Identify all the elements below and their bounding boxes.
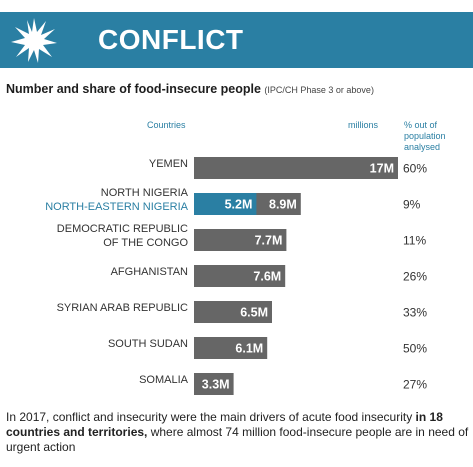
banner-title: CONFLICT — [98, 24, 244, 55]
chart-subtitle: Number and share of food-insecure people… — [6, 82, 374, 96]
pct-label: 26% — [403, 270, 427, 284]
pct-label: 9% — [403, 198, 421, 212]
bar — [194, 229, 287, 251]
pct-label: 60% — [403, 162, 427, 176]
category-label: YEMEN — [149, 158, 188, 170]
category-label: SOUTH SUDAN — [108, 338, 188, 350]
footer-text: In 2017, conflict and insecurity were th… — [6, 410, 470, 455]
bar-highlight — [194, 193, 257, 215]
bar — [194, 373, 234, 395]
bar-value-label: 3.3M — [202, 378, 230, 392]
category-label: DEMOCRATIC REPUBLIC — [57, 223, 188, 235]
bar — [194, 265, 286, 287]
bar-value-label: 6.1M — [235, 342, 263, 356]
column-header-countries: Countries — [147, 120, 186, 130]
column-header-pct: % out of population analysed — [404, 120, 446, 152]
bar-value-label: 17M — [370, 162, 394, 176]
pct-label: 11% — [403, 234, 426, 248]
category-label: NORTH NIGERIA — [101, 187, 189, 199]
category-label: NORTH-EASTERN NIGERIA — [45, 201, 188, 213]
category-label: SOMALIA — [139, 374, 189, 386]
pct-label: 50% — [403, 342, 427, 356]
bar-value-label: 7.7M — [255, 234, 283, 248]
footer-part2: where almost 74 million food-insecure pe… — [6, 425, 469, 454]
pct-label: 27% — [403, 378, 427, 392]
bar-value-label: 7.6M — [253, 270, 281, 284]
bar — [194, 337, 268, 359]
category-label: OF THE CONGO — [103, 237, 188, 249]
footer-part1: In 2017, conflict and insecurity were th… — [6, 410, 416, 424]
bar — [194, 157, 398, 179]
pct-label: 33% — [403, 306, 427, 320]
subtitle-main: Number and share of food-insecure people — [6, 82, 261, 96]
banner: CONFLICT — [0, 12, 473, 68]
bar-highlight-value-label: 5.2M — [225, 198, 253, 212]
bar-value-label: 6.5M — [240, 306, 268, 320]
bar — [194, 301, 272, 323]
footer-bold: in 18 countries and territories, — [6, 410, 443, 439]
category-label: SYRIAN ARAB REPUBLIC — [57, 302, 188, 314]
subtitle-note: (IPC/CH Phase 3 or above) — [264, 85, 374, 95]
column-header-millions: millions — [348, 120, 379, 130]
burst-icon — [11, 18, 57, 63]
category-label: AFGHANISTAN — [111, 266, 188, 278]
bar-value-label: 8.9M — [269, 198, 297, 212]
